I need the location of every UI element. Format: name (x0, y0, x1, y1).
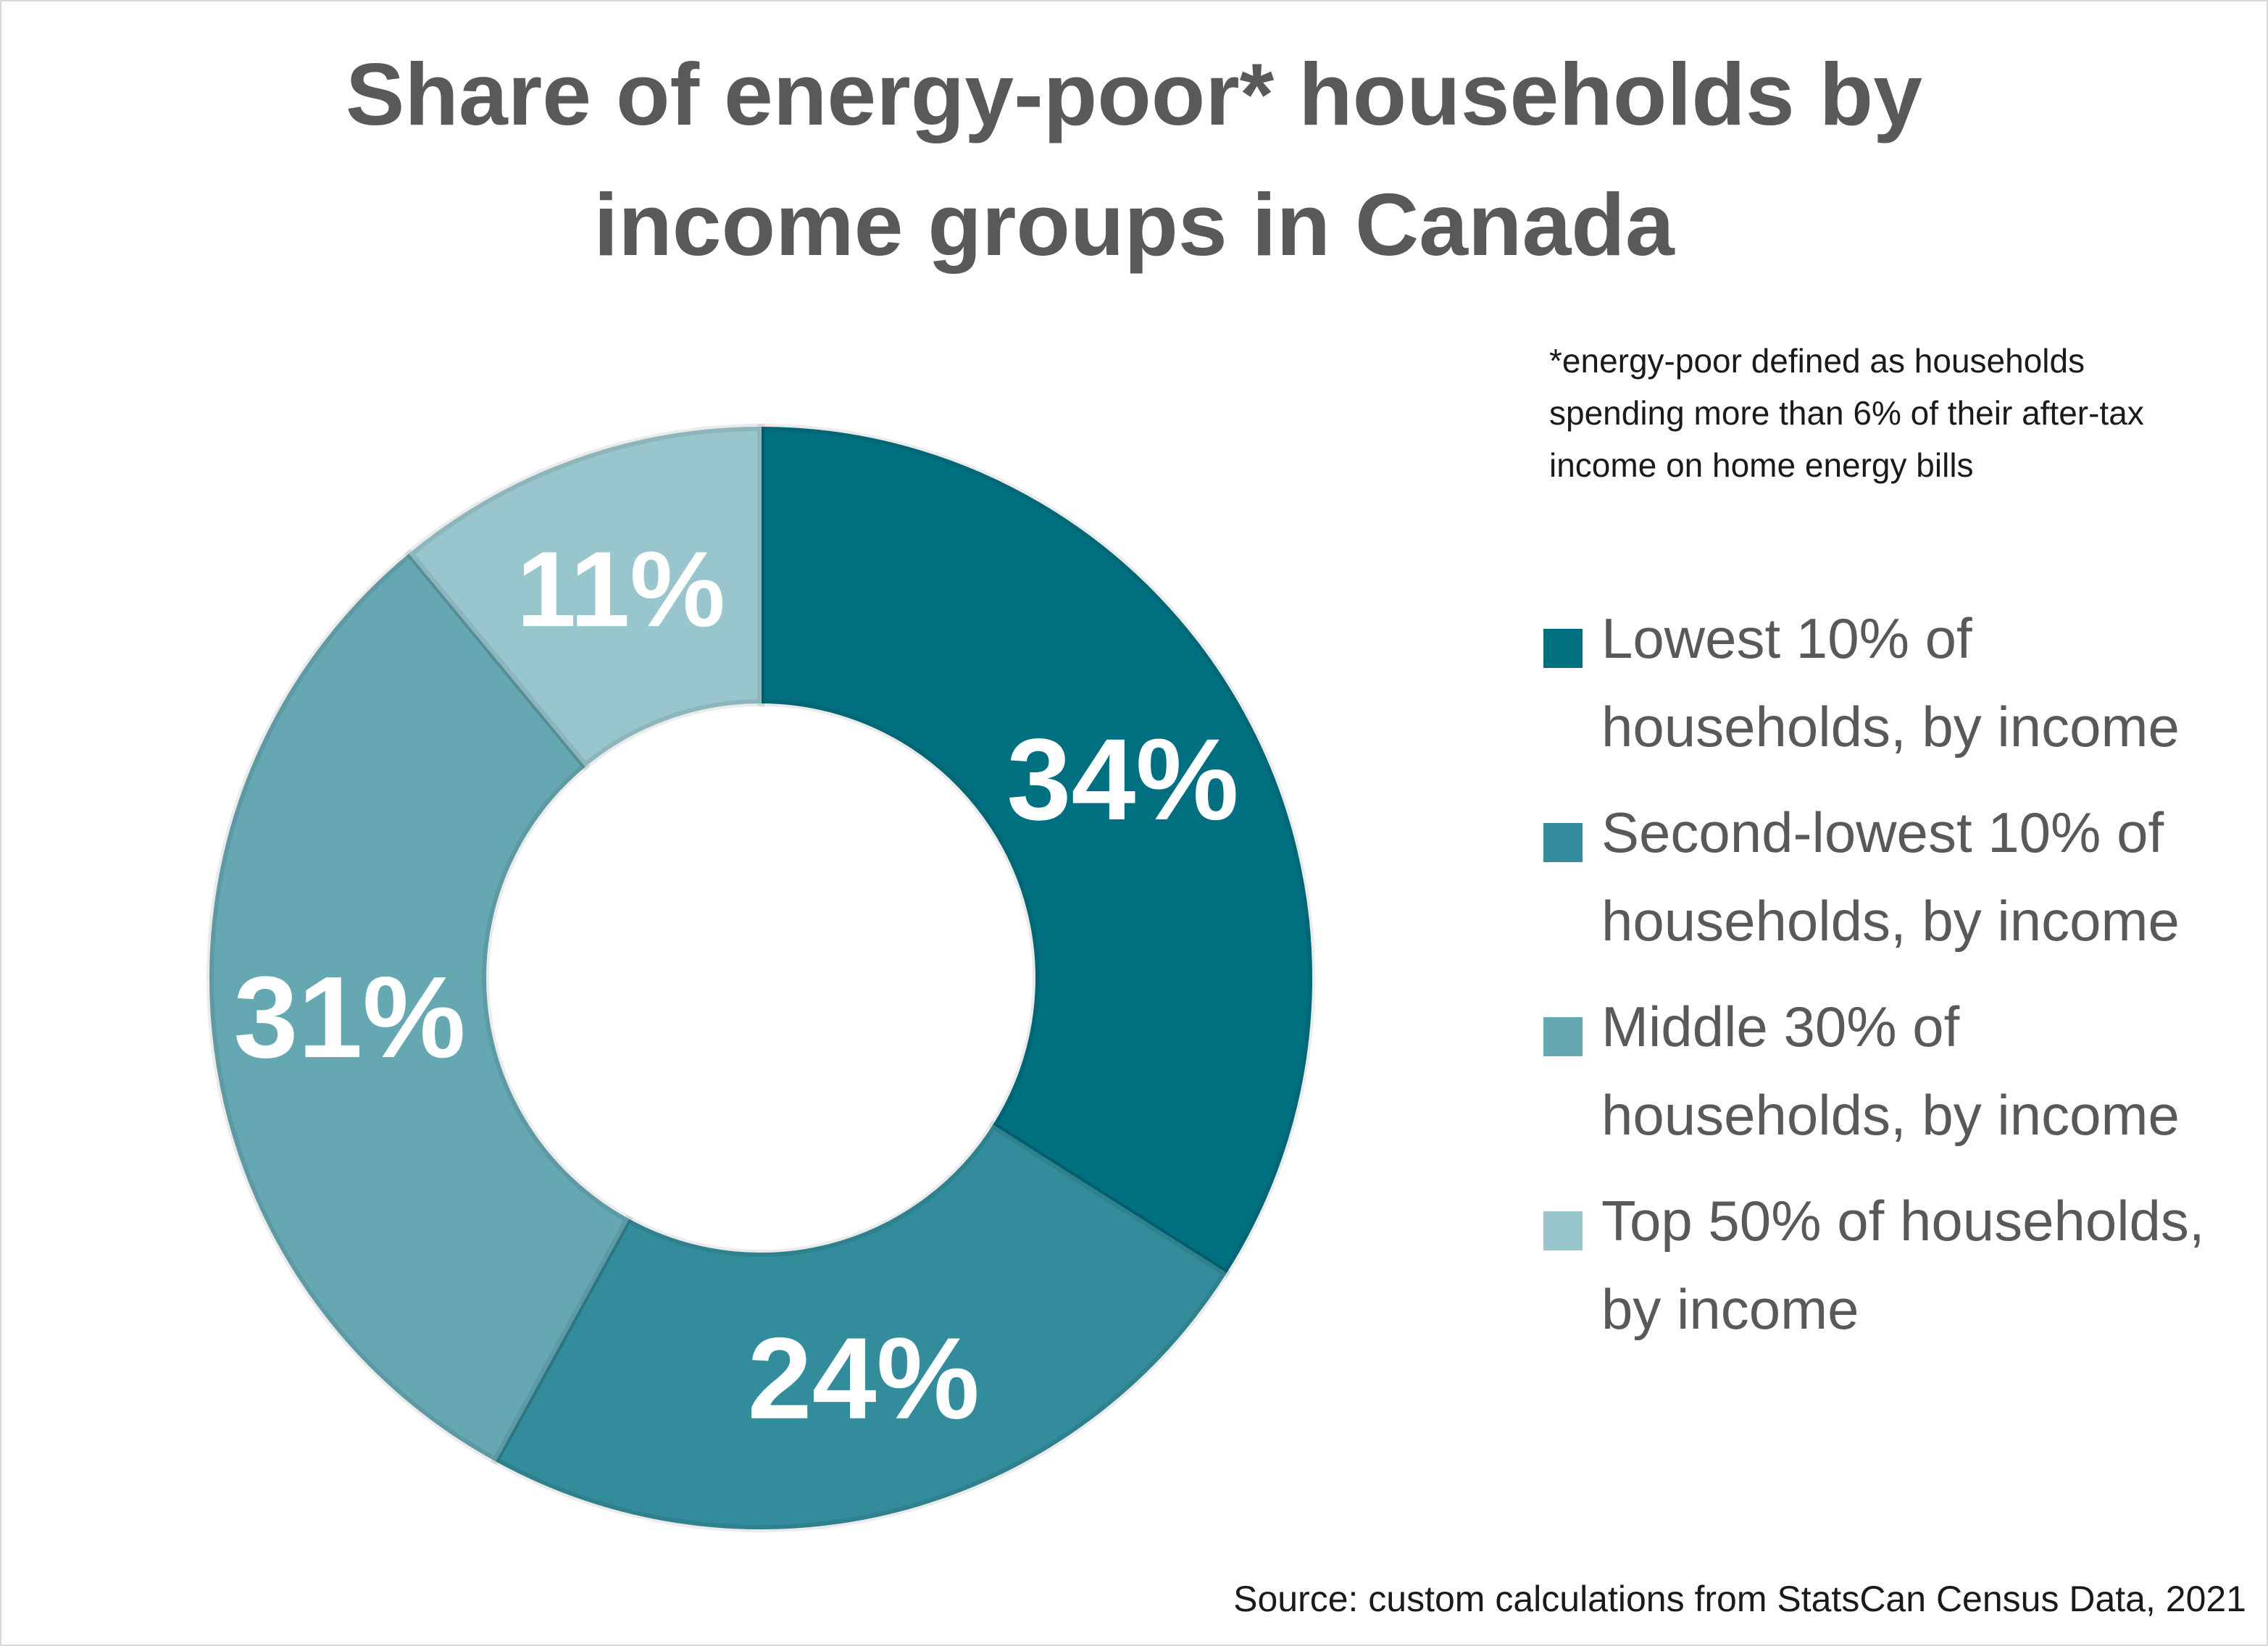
donut-slice-second-lowest-10 (494, 1124, 1227, 1529)
donut-slice-edge-top-50 (404, 423, 764, 772)
footnote-line-1: *energy-poor defined as households (1549, 342, 2085, 380)
legend-label-line: Lowest 10% of (1601, 606, 1972, 670)
legend-swatch-top-50 (1543, 1211, 1583, 1250)
footnote-line-3: income on home energy bills (1549, 446, 1974, 484)
legend-label-line: by income (1601, 1277, 1859, 1341)
data-label-top-50: 11% (517, 530, 725, 649)
legend-item-middle-30: Middle 30% of households, by income (1543, 982, 2254, 1177)
legend-label-line: households, by income (1601, 889, 2180, 953)
donut-slice-lowest-10 (760, 426, 1312, 1274)
legend-label-top-50: Top 50% of households, by income (1601, 1177, 2254, 1353)
legend-label-line: households, by income (1601, 1083, 2180, 1147)
legend-label-line: Middle 30% of (1601, 995, 1960, 1058)
source-note: Source: custom calculations from StatsCa… (1233, 1579, 2246, 1619)
legend-label-line: Top 50% of households, (1601, 1189, 2205, 1253)
donut-slice-edge-second-lowest-10 (491, 1120, 1231, 1532)
data-label-second-lowest-10: 24% (748, 1313, 980, 1443)
footnote-line-2: spending more than 6% of their after-tax (1549, 394, 2144, 432)
legend-label-middle-30: Middle 30% of households, by income (1601, 982, 2254, 1159)
legend-item-second-lowest-10: Second-lowest 10% of households, by inco… (1543, 788, 2254, 982)
legend-label-line: Second-lowest 10% of (1601, 801, 2164, 864)
footnote: *energy-poor defined as households spend… (1549, 335, 2245, 491)
data-label-middle-30: 31% (233, 952, 465, 1082)
chart-title: Share of energy-poor* households by inco… (0, 29, 2268, 290)
legend-item-top-50: Top 50% of households, by income (1543, 1177, 2254, 1371)
donut-slice-edge-lowest-10 (757, 423, 1315, 1279)
legend-swatch-lowest-10 (1543, 629, 1583, 668)
legend-label-lowest-10: Lowest 10% of households, by income (1601, 594, 2254, 771)
data-label-lowest-10: 34% (1006, 714, 1238, 844)
legend-swatch-second-lowest-10 (1543, 823, 1583, 862)
donut-chart: 34% 24% 31% 11% (207, 423, 1315, 1532)
donut-slice-top-50 (409, 426, 762, 767)
legend-label-second-lowest-10: Second-lowest 10% of households, by inco… (1601, 788, 2254, 965)
legend: Lowest 10% of households, by income Seco… (1543, 594, 2254, 1371)
legend-swatch-middle-30 (1543, 1017, 1583, 1056)
legend-item-lowest-10: Lowest 10% of households, by income (1543, 594, 2254, 788)
legend-label-line: households, by income (1601, 695, 2180, 759)
chart-title-line-1: Share of energy-poor* households by (346, 45, 1922, 143)
donut-slice-edge-middle-30 (207, 548, 633, 1466)
donut-slice-middle-30 (209, 553, 630, 1462)
chart-title-line-2: income groups in Canada (593, 175, 1675, 274)
